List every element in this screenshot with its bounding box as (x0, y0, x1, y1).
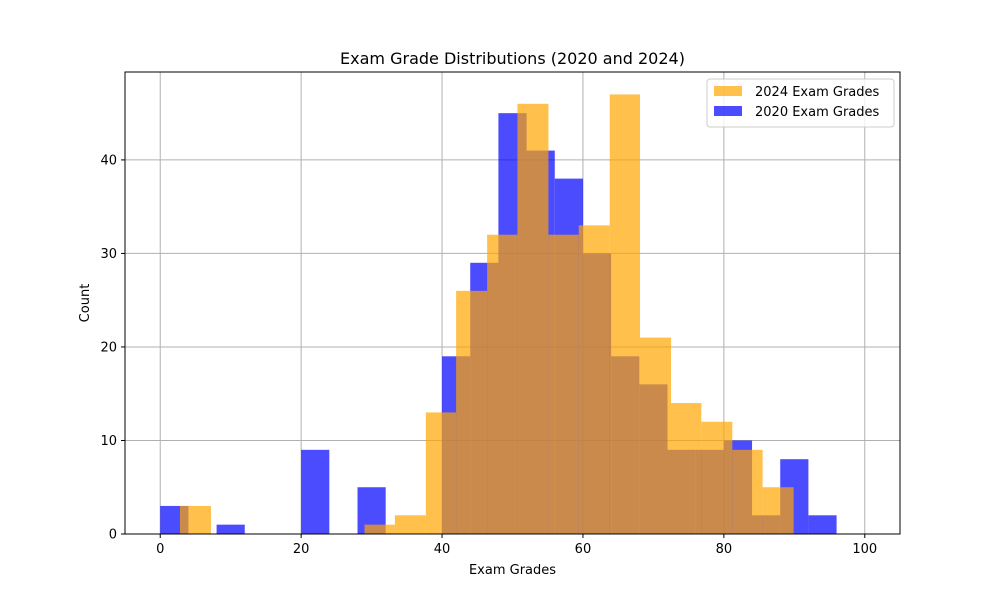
bar-2024 (578, 225, 610, 534)
bar-2024 (701, 421, 733, 534)
y-tick-label: 0 (109, 528, 117, 543)
bar-2024 (762, 487, 794, 534)
y-axis-label: Count (78, 284, 93, 323)
x-axis-ticks: 0 20 40 60 80 100 (156, 534, 877, 557)
legend-box (706, 78, 895, 128)
bar-2020 (808, 515, 837, 534)
legend-label-2020: 2020 Exam Grades (755, 105, 880, 120)
chart-title: Exam Grade Distributions (2020 and 2024) (340, 49, 685, 68)
x-tick-label: 40 (434, 542, 451, 557)
bar-2024 (179, 505, 211, 534)
y-tick-label: 20 (100, 340, 117, 355)
series-2024-bars (179, 94, 794, 534)
plot-frame (124, 71, 901, 535)
bar-2024 (364, 524, 395, 534)
bar-2024 (394, 515, 426, 534)
bar-2024 (425, 412, 457, 534)
bar-2024 (456, 290, 488, 534)
bar-2020 (216, 524, 245, 534)
legend-swatch-2020 (714, 106, 742, 116)
bar-2024 (487, 234, 518, 534)
y-tick-label: 40 (100, 153, 117, 168)
y-axis-ticks: 0 10 20 30 40 (100, 153, 125, 543)
x-tick-label: 20 (293, 542, 310, 557)
y-tick-label: 10 (100, 434, 117, 449)
bar-2024 (732, 449, 763, 534)
x-tick-label: 0 (156, 542, 164, 557)
x-axis-label: Exam Grades (469, 563, 556, 578)
bar-2024 (640, 337, 672, 534)
legend-swatch-2024 (714, 86, 742, 96)
y-tick-label: 30 (100, 247, 117, 262)
x-tick-label: 60 (575, 542, 592, 557)
legend: 2024 Exam Grades 2020 Exam Grades (706, 78, 895, 128)
bar-2024 (609, 94, 641, 534)
x-tick-label: 100 (852, 542, 877, 557)
bar-2024 (671, 403, 702, 534)
x-tick-label: 80 (716, 542, 733, 557)
bar-2024 (517, 103, 549, 534)
legend-label-2024: 2024 Exam Grades (755, 85, 880, 100)
bar-2020 (301, 449, 330, 534)
bar-2024 (548, 234, 579, 534)
